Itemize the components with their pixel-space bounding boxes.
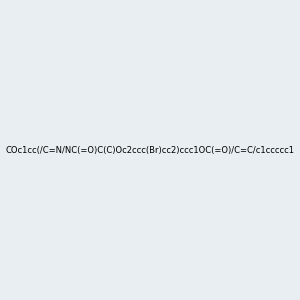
Text: COc1cc(/C=N/NC(=O)C(C)Oc2ccc(Br)cc2)ccc1OC(=O)/C=C/c1ccccc1: COc1cc(/C=N/NC(=O)C(C)Oc2ccc(Br)cc2)ccc1… bbox=[5, 146, 295, 154]
